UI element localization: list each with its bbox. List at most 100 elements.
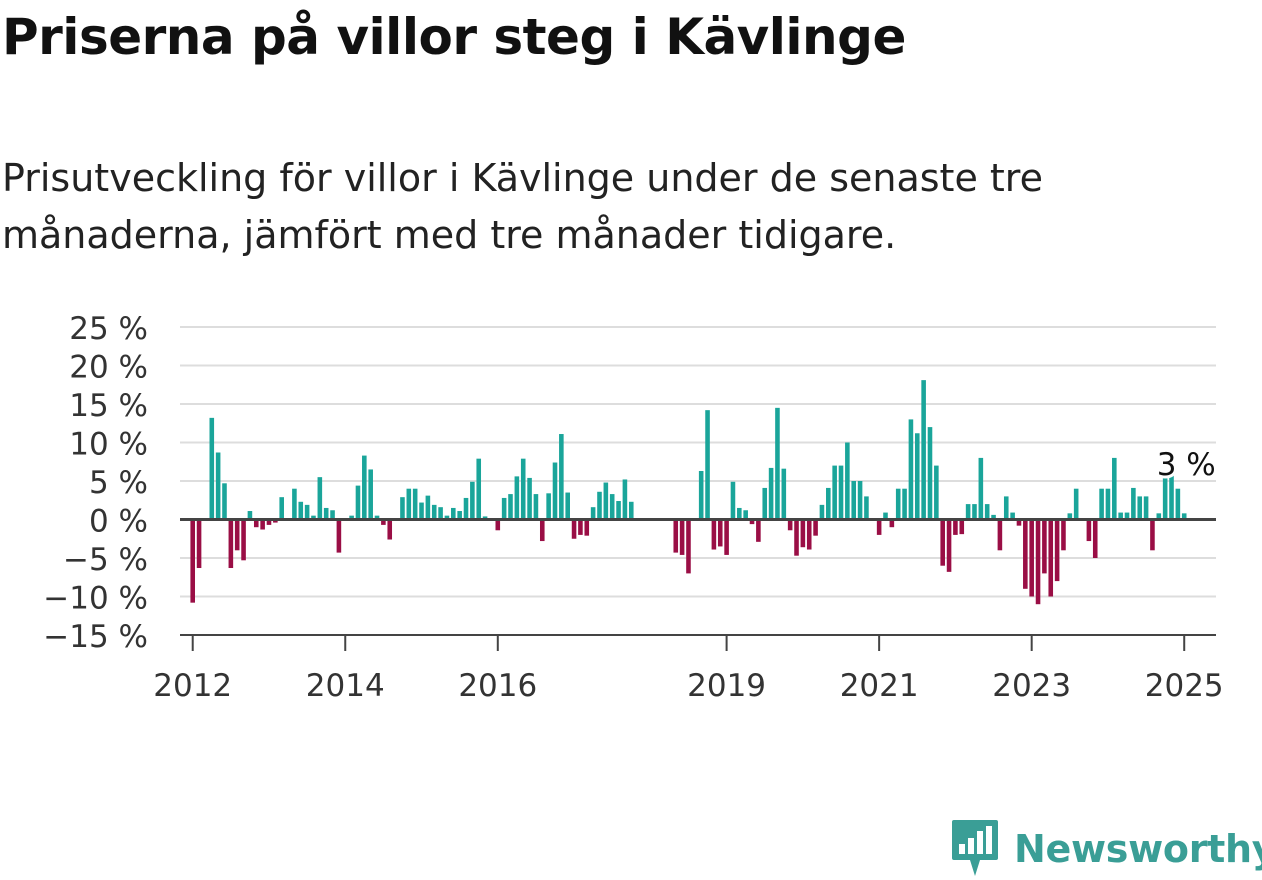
bar-positive xyxy=(438,507,443,520)
bar-positive xyxy=(425,495,431,520)
bar-positive xyxy=(1105,488,1111,520)
bar-positive xyxy=(838,465,844,520)
bar-positive xyxy=(1169,457,1174,520)
bar-positive xyxy=(603,482,609,520)
bar-positive xyxy=(330,510,335,520)
bar-negative xyxy=(756,519,761,542)
bar-positive xyxy=(1131,487,1136,520)
bar-positive xyxy=(927,427,933,520)
page-title: Priserna på villor steg i Kävlinge xyxy=(2,8,906,66)
bar-positive xyxy=(1175,488,1181,520)
bar-negative xyxy=(1035,519,1041,605)
axes xyxy=(180,518,1216,636)
brand-logo: Newsworthy xyxy=(950,818,1262,880)
bar-positive xyxy=(304,504,310,520)
bar-positive xyxy=(1181,513,1187,520)
bar-negative xyxy=(539,519,545,542)
bar-negative xyxy=(679,519,685,555)
bar-chart: −15 %−10 %−5 %0 %5 %10 %15 %20 %25 % 201… xyxy=(43,311,1224,704)
bar-positive xyxy=(1156,513,1162,520)
bar-positive xyxy=(768,467,774,520)
x-tick-label: 2014 xyxy=(306,668,385,704)
bar-positive xyxy=(1124,512,1130,520)
bar-positive xyxy=(565,492,570,520)
bar-negative xyxy=(1029,519,1034,597)
bar-positive xyxy=(419,502,424,520)
bar-positive xyxy=(292,488,297,520)
bar-positive xyxy=(508,494,513,520)
bar-positive xyxy=(991,514,996,520)
bar-negative xyxy=(1150,519,1155,551)
bar-negative xyxy=(241,519,246,561)
bar-positive xyxy=(298,501,304,520)
bar-positive xyxy=(1073,488,1079,520)
bar-positive xyxy=(412,488,418,520)
bar-chart-pin-icon xyxy=(952,820,998,876)
y-tick-label: 25 % xyxy=(69,311,148,347)
bar-positive xyxy=(514,476,520,520)
bar-positive xyxy=(323,507,329,520)
bar-positive xyxy=(705,410,710,520)
bar-negative xyxy=(1016,519,1022,526)
y-tick-label: −15 % xyxy=(43,619,148,655)
bar-positive xyxy=(698,470,704,520)
bar-negative xyxy=(794,519,799,556)
bar-positive xyxy=(362,455,367,520)
bar-positive xyxy=(864,496,869,520)
bar-positive xyxy=(965,504,971,520)
bar-positive xyxy=(1112,457,1117,520)
bar-negative xyxy=(495,519,501,531)
bar-positive xyxy=(781,468,787,520)
bar-positive xyxy=(934,465,939,520)
bar-positive xyxy=(406,488,412,520)
bar-negative xyxy=(711,519,717,550)
bar-positive xyxy=(279,497,284,520)
bar-negative xyxy=(717,519,723,547)
bar-positive xyxy=(908,419,914,520)
bar-negative xyxy=(686,519,691,574)
bar-positive xyxy=(730,481,736,520)
bar-positive xyxy=(400,497,405,520)
bar-positive xyxy=(527,477,532,520)
bar-positive xyxy=(1143,496,1149,520)
bar-positive xyxy=(368,469,373,520)
bar-positive xyxy=(851,481,857,520)
x-axis-labels: 2012 2014 2016 2019 2021 2023 2025 xyxy=(153,635,1224,704)
bar-negative xyxy=(381,519,386,525)
bar-positive xyxy=(482,516,488,520)
y-tick-label: 20 % xyxy=(69,350,148,386)
bar-positive xyxy=(1099,488,1104,520)
bar-negative xyxy=(234,519,240,551)
bar-positive xyxy=(546,493,551,520)
x-tick-label: 2016 xyxy=(458,668,537,704)
y-tick-label: 10 % xyxy=(69,427,148,463)
bar-negative xyxy=(673,519,679,553)
bar-positive xyxy=(444,515,450,520)
bar-negative xyxy=(953,519,958,535)
bar-positive xyxy=(762,487,768,520)
bar-positive xyxy=(457,511,462,520)
bar-negative xyxy=(190,519,195,603)
bar-positive xyxy=(209,417,215,520)
bar-positive xyxy=(552,462,558,520)
grid-lines xyxy=(180,326,1216,598)
bar-positive xyxy=(559,434,564,520)
value-annotation: 3 % xyxy=(1157,447,1216,483)
bar-positive xyxy=(247,511,253,520)
bar-positive xyxy=(921,380,926,520)
bar-positive xyxy=(520,458,526,520)
bar-positive xyxy=(857,481,863,520)
bar-positive xyxy=(1162,473,1168,520)
bar-negative xyxy=(1023,519,1028,589)
bar-positive xyxy=(984,504,990,520)
bar-positive xyxy=(463,497,469,520)
bar-positive xyxy=(431,504,437,520)
bar-negative xyxy=(1054,519,1060,582)
bar-positive xyxy=(616,501,621,520)
bar-positive xyxy=(609,494,615,520)
bar-positive xyxy=(215,452,221,520)
bar-positive xyxy=(902,488,907,520)
bar-negative xyxy=(1061,519,1066,551)
bar-positive xyxy=(533,494,539,520)
bar-positive xyxy=(819,504,825,520)
